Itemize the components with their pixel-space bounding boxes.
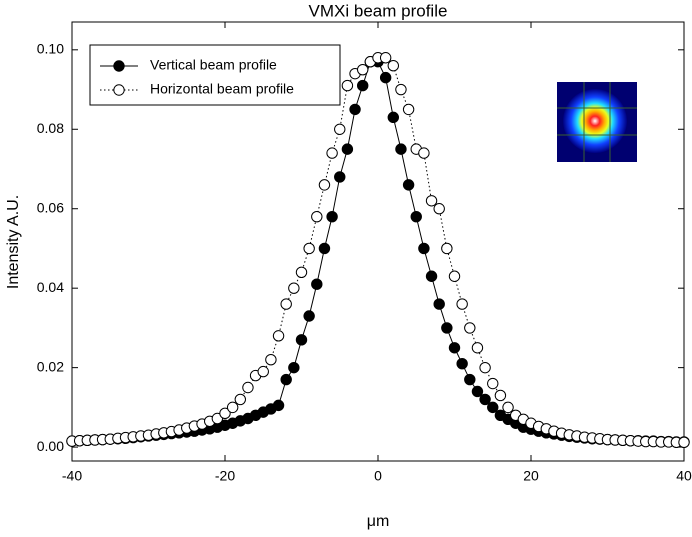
data-point [448, 270, 461, 282]
y-tick-label: 0.02 [37, 358, 64, 374]
x-tick-label: -40 [62, 468, 82, 484]
data-point [479, 393, 491, 406]
data-point [303, 310, 315, 322]
data-point [326, 210, 338, 223]
data-point [425, 195, 438, 207]
data-point [678, 436, 690, 449]
data-point [433, 298, 445, 310]
data-point [494, 389, 507, 402]
data-point [303, 242, 315, 255]
data-point [272, 330, 285, 342]
data-point [242, 381, 254, 394]
y-axis-label: Intensity A.U. [5, 195, 22, 289]
data-point [288, 282, 300, 294]
inset-grid [557, 82, 637, 162]
y-tick-label: 0.08 [37, 120, 64, 136]
data-point [234, 393, 247, 406]
legend-label: Horizontal beam profile [150, 81, 294, 97]
y-tick-label: 0.10 [37, 41, 64, 57]
data-point [357, 63, 369, 76]
data-point [349, 103, 361, 116]
data-point [387, 60, 399, 72]
data-point [257, 365, 269, 378]
y-tick-label: 0.04 [37, 279, 64, 295]
data-point [402, 179, 415, 191]
data-point [418, 147, 430, 159]
data-point [280, 373, 292, 386]
data-point [334, 171, 346, 183]
data-point [219, 407, 231, 420]
data-point [464, 373, 476, 386]
data-point [226, 401, 239, 414]
data-point [395, 83, 407, 96]
data-point [379, 71, 392, 84]
data-point [456, 357, 468, 370]
data-point [487, 401, 499, 414]
chart-title: VMXi beam profile [309, 1, 448, 20]
data-point [318, 179, 331, 191]
data-point [311, 210, 323, 223]
data-point [265, 353, 277, 366]
data-point [295, 334, 308, 346]
data-point [448, 342, 461, 354]
data-point [387, 111, 399, 124]
data-point [487, 377, 499, 390]
inset-spot [563, 89, 627, 153]
y-tick-label: 0.06 [37, 199, 64, 215]
data-point [410, 210, 422, 223]
data-point [341, 79, 354, 92]
x-tick-label: -20 [215, 468, 235, 484]
data-point [272, 399, 285, 412]
data-point [295, 266, 308, 278]
y-tick-label: 0.00 [37, 438, 64, 454]
x-tick-label: 20 [523, 468, 539, 484]
data-point [441, 242, 453, 255]
data-point [288, 361, 300, 374]
data-point [471, 385, 484, 398]
data-point [379, 52, 392, 64]
data-point [280, 298, 292, 310]
legend-marker [113, 84, 125, 96]
x-tick-label: 0 [374, 468, 382, 484]
x-tick-label: 40 [676, 468, 692, 484]
data-point [395, 143, 407, 155]
legend: Vertical beam profile Horizontal beam pro… [89, 44, 341, 106]
legend-marker [113, 60, 125, 72]
data-point [402, 103, 415, 116]
x-axis-label: μm [367, 513, 390, 530]
data-point [318, 242, 331, 255]
beam-inset [557, 82, 637, 162]
data-point [357, 79, 369, 92]
data-point [334, 123, 346, 135]
data-point [326, 147, 338, 159]
data-point [441, 322, 453, 334]
data-point [341, 143, 354, 155]
data-point [433, 203, 445, 215]
data-point [502, 401, 514, 414]
data-point [456, 298, 468, 310]
legend-label: Vertical beam profile [150, 57, 277, 73]
data-point [311, 278, 323, 290]
legend-box [89, 44, 341, 106]
data-point [471, 342, 484, 354]
data-point [425, 270, 438, 282]
data-point [479, 361, 491, 374]
data-point [464, 322, 476, 334]
data-point [418, 242, 430, 255]
